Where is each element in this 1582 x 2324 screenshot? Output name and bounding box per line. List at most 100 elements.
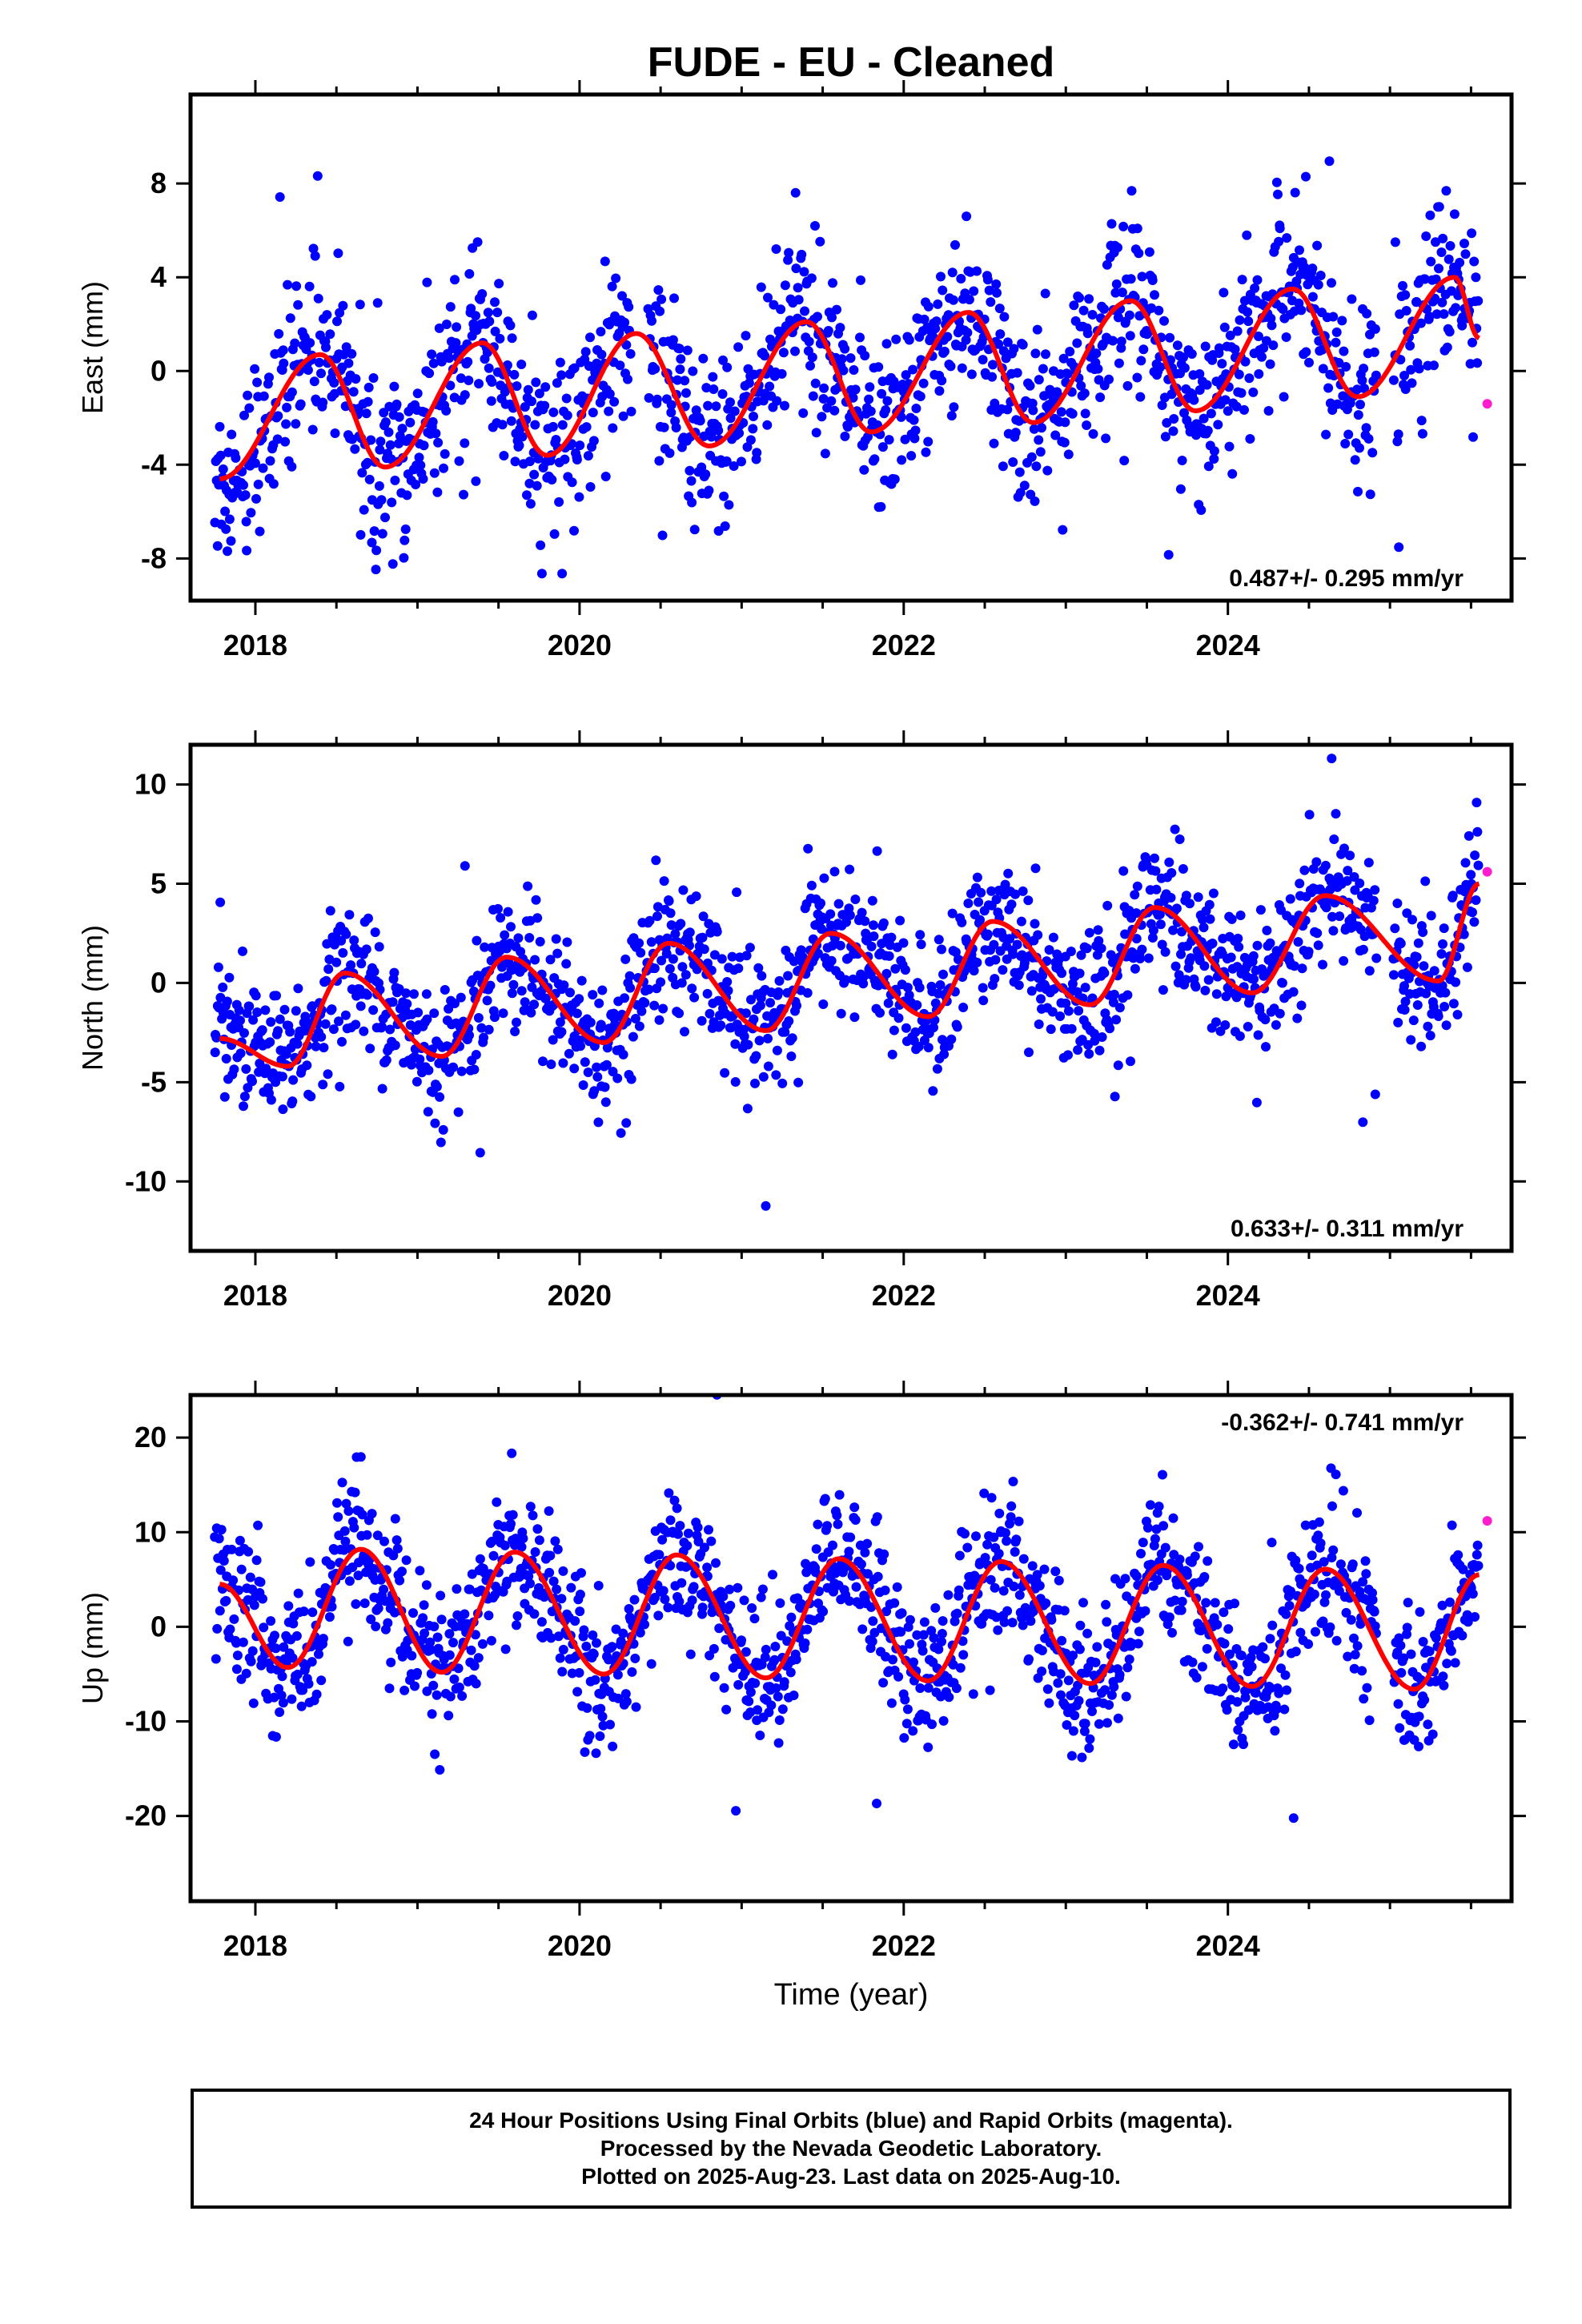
- data-point: [1063, 449, 1074, 460]
- data-point: [544, 1506, 554, 1516]
- data-point: [585, 1017, 596, 1027]
- data-point: [1037, 423, 1046, 433]
- data-point: [367, 537, 377, 548]
- data-point: [514, 440, 524, 451]
- data-point: [575, 1590, 585, 1599]
- data-point: [612, 1073, 623, 1084]
- data-point: [618, 411, 628, 421]
- data-point: [1010, 428, 1021, 438]
- data-point: [349, 935, 359, 946]
- data-point: [359, 505, 369, 515]
- data-point: [1369, 347, 1379, 357]
- data-point: [1046, 1024, 1056, 1035]
- data-point: [1034, 1581, 1045, 1591]
- data-point: [882, 396, 893, 406]
- data-point: [1135, 392, 1146, 402]
- data-point: [704, 1525, 713, 1535]
- data-point: [718, 355, 728, 365]
- data-point: [435, 1765, 445, 1775]
- data-point: [998, 1586, 1009, 1596]
- data-point: [218, 464, 228, 474]
- data-point: [576, 975, 587, 986]
- data-point: [1279, 1704, 1290, 1715]
- data-point: [944, 1692, 954, 1703]
- plot-frame: [188, 742, 1514, 1253]
- data-point: [1450, 1658, 1460, 1668]
- data-point: [862, 1538, 873, 1549]
- data-point: [749, 1014, 759, 1024]
- data-point: [319, 1043, 329, 1053]
- data-point: [682, 1541, 693, 1551]
- data-point: [740, 1667, 750, 1677]
- data-point: [1271, 177, 1282, 187]
- data-point: [725, 1600, 736, 1610]
- data-point: [1349, 1633, 1359, 1643]
- y-tick-label: 0: [151, 1610, 167, 1642]
- data-point: [845, 353, 856, 364]
- data-point: [976, 887, 986, 898]
- data-point: [1025, 380, 1035, 391]
- data-point: [499, 451, 509, 460]
- data-point: [1227, 468, 1238, 479]
- data-point: [567, 477, 577, 488]
- data-point: [799, 267, 809, 277]
- data-point: [650, 364, 661, 374]
- data-point: [1363, 858, 1374, 868]
- data-point: [709, 1671, 720, 1682]
- data-point: [1154, 909, 1165, 919]
- data-point: [332, 316, 342, 327]
- data-point: [1199, 961, 1210, 971]
- data-point: [473, 1013, 484, 1023]
- data-point: [708, 372, 718, 382]
- data-point: [773, 1738, 784, 1748]
- data-point: [223, 546, 232, 557]
- data-point: [376, 495, 387, 505]
- data-point: [998, 461, 1008, 472]
- data-point: [552, 948, 563, 959]
- data-point: [389, 381, 400, 392]
- data-point: [303, 1679, 314, 1689]
- data-point: [1165, 332, 1175, 343]
- data-point: [649, 1593, 660, 1602]
- data-point: [1067, 408, 1078, 419]
- data-point: [273, 1026, 283, 1036]
- data-point: [984, 285, 994, 296]
- data-point: [211, 1654, 221, 1664]
- data-point: [242, 545, 252, 556]
- data-point: [1393, 1699, 1403, 1709]
- data-point: [668, 335, 678, 345]
- data-point: [1235, 911, 1246, 920]
- data-point: [1018, 340, 1028, 350]
- data-point: [277, 1072, 287, 1082]
- data-point: [400, 1685, 410, 1695]
- data-point: [487, 377, 497, 387]
- data-point: [507, 988, 517, 999]
- data-point: [1286, 1586, 1295, 1597]
- data-point: [1340, 439, 1351, 448]
- data-point: [585, 332, 595, 343]
- data-point: [1368, 895, 1379, 906]
- data-point: [773, 987, 784, 997]
- data-point: [1076, 380, 1086, 391]
- data-point: [1168, 925, 1178, 935]
- data-point: [556, 1027, 567, 1037]
- data-point: [1046, 1614, 1057, 1625]
- data-point: [827, 940, 837, 951]
- data-point: [560, 454, 570, 464]
- data-point: [952, 1608, 962, 1618]
- data-point: [1074, 1695, 1084, 1706]
- data-point: [1395, 1640, 1406, 1651]
- data-point: [279, 1004, 290, 1015]
- data-point: [697, 1602, 708, 1613]
- data-point: [323, 1069, 333, 1080]
- data-point: [948, 1659, 958, 1670]
- data-point: [343, 1506, 354, 1516]
- data-point: [823, 1547, 833, 1558]
- data-point: [549, 529, 560, 539]
- data-point: [1349, 872, 1359, 882]
- data-point: [828, 278, 837, 288]
- data-point: [341, 929, 351, 939]
- data-point: [444, 1650, 455, 1660]
- data-point: [700, 1542, 709, 1553]
- data-point: [1277, 978, 1287, 988]
